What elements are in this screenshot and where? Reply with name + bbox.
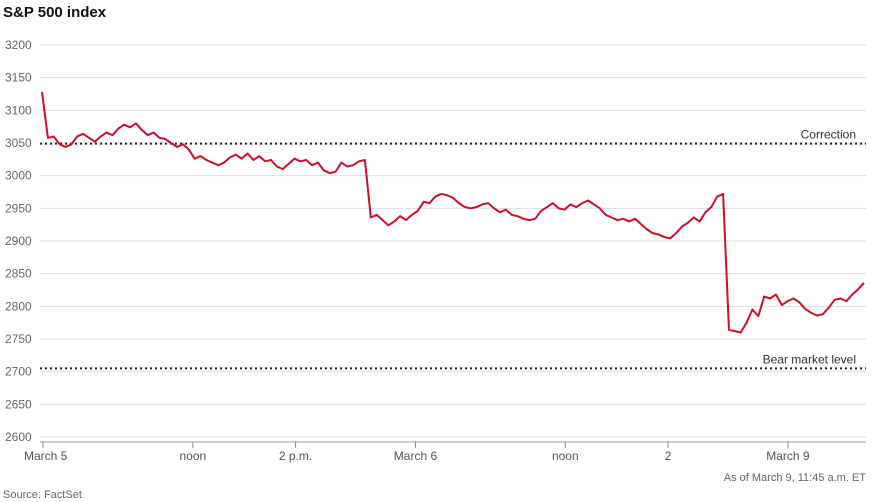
x-tick-label: 2 p.m. [279, 449, 312, 463]
x-axis: March 5 noon 2 p.m. March 6 noon 2 March 9 [24, 441, 866, 463]
source-note: Source: FactSet [3, 489, 82, 501]
y-tick-label: 2750 [5, 332, 32, 346]
x-tick-label: 2 [665, 449, 672, 463]
x-tick-label: March 5 [24, 449, 68, 463]
y-tick-label: 3200 [5, 38, 32, 52]
gridlines [40, 44, 866, 438]
y-tick-label: 2600 [5, 430, 32, 444]
chart-title: S&P 500 index [3, 4, 107, 21]
y-tick-label: 3100 [5, 103, 32, 117]
y-axis: 3200 3150 3100 3050 3000 2950 2900 2850 2800 2750… [5, 38, 32, 444]
threshold-lines: Correction Bear market level [40, 128, 866, 370]
x-tick-label: March 6 [394, 449, 438, 463]
y-tick-label: 2700 [5, 365, 32, 379]
y-tick-label: 2850 [5, 267, 32, 281]
y-tick-label: 2900 [5, 234, 32, 248]
y-tick-label: 2800 [5, 299, 32, 313]
y-tick-label: 2950 [5, 201, 32, 215]
x-tick-label: March 9 [766, 449, 810, 463]
y-tick-label: 2650 [5, 397, 32, 411]
threshold-label: Correction [801, 128, 856, 142]
y-tick-label: 3150 [5, 71, 32, 85]
x-tick-label: noon [552, 449, 579, 463]
x-tick-label: noon [179, 449, 206, 463]
sp500-series-line [41, 91, 865, 334]
y-tick-label: 3000 [5, 169, 32, 183]
y-tick-label: 3050 [5, 136, 32, 150]
timestamp-note: As of March 9, 11:45 a.m. ET [724, 472, 867, 484]
threshold-label: Bear market level [763, 352, 856, 366]
